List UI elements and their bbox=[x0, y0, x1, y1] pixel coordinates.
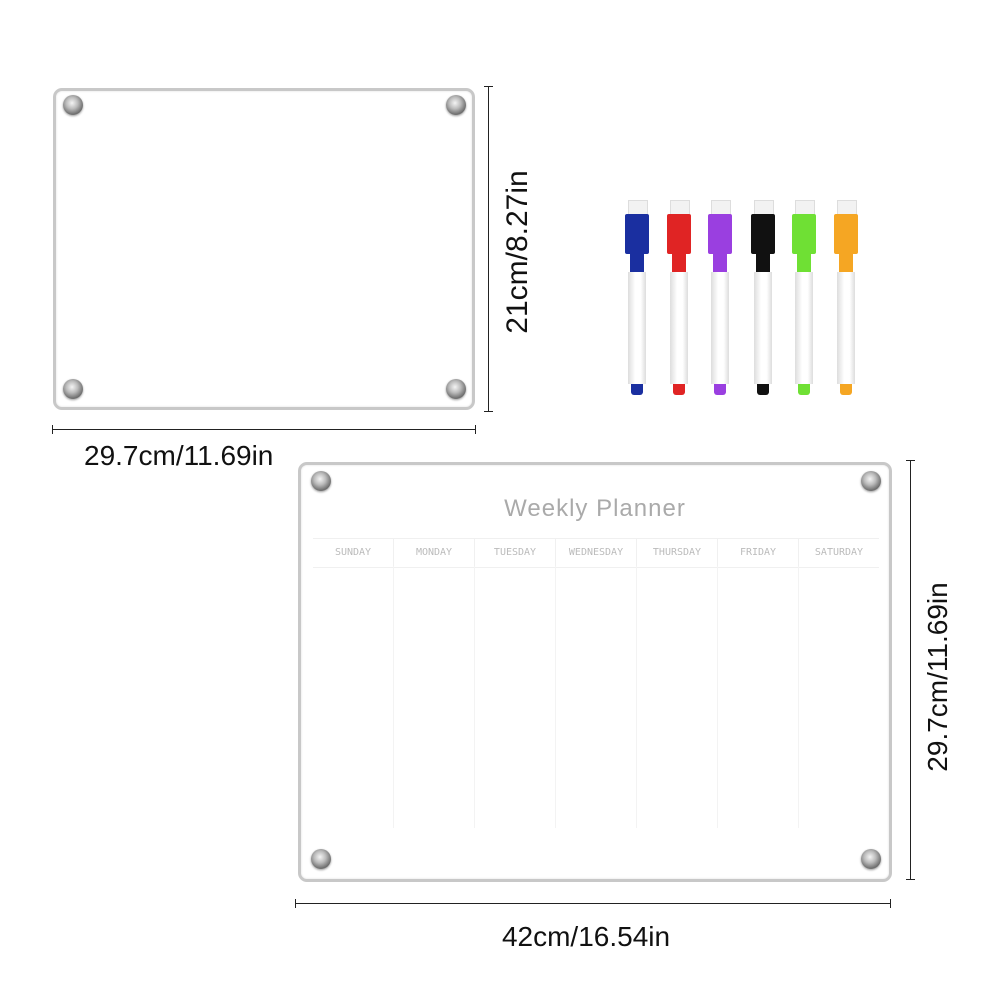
screw-icon bbox=[446, 95, 466, 115]
day-header: TUESDAY bbox=[474, 539, 555, 567]
dimension-tick bbox=[484, 411, 493, 412]
marker-cap bbox=[625, 214, 649, 254]
marker-tip bbox=[757, 384, 769, 395]
screw-icon bbox=[63, 95, 83, 115]
marker-cap bbox=[792, 214, 816, 254]
dimension-tick bbox=[906, 879, 915, 880]
marker-neck bbox=[756, 254, 770, 272]
day-header-row: SUNDAY MONDAY TUESDAY WEDNESDAY THURSDAY… bbox=[313, 538, 879, 568]
small-board-height-label: 21cm/8.27in bbox=[501, 170, 534, 334]
planner-height-label: 29.7cm/11.69in bbox=[922, 582, 953, 772]
marker-purple bbox=[708, 200, 732, 396]
height-dimension-line bbox=[910, 460, 911, 880]
screw-icon bbox=[63, 379, 83, 399]
dimension-tick bbox=[295, 899, 296, 908]
marker-tip bbox=[798, 384, 810, 395]
marker-cap bbox=[667, 214, 691, 254]
day-column bbox=[313, 566, 393, 828]
marker-body bbox=[670, 272, 688, 384]
marker-neck bbox=[630, 254, 644, 272]
screw-icon bbox=[861, 849, 881, 869]
screw-icon bbox=[311, 849, 331, 869]
day-column bbox=[555, 566, 636, 828]
day-header: SUNDAY bbox=[334, 547, 372, 558]
marker-red bbox=[667, 200, 691, 396]
day-header: THURSDAY bbox=[636, 539, 717, 567]
dimension-tick bbox=[906, 460, 915, 461]
small-whiteboard bbox=[53, 88, 475, 410]
marker-neck bbox=[713, 254, 727, 272]
day-header: FRIDAY bbox=[717, 539, 798, 567]
marker-body bbox=[837, 272, 855, 384]
width-dimension-line bbox=[52, 429, 476, 430]
dimension-tick bbox=[890, 899, 891, 908]
width-dimension-line bbox=[295, 903, 891, 904]
marker-body bbox=[628, 272, 646, 384]
marker-tip bbox=[714, 384, 726, 395]
marker-neck bbox=[672, 254, 686, 272]
day-column bbox=[798, 566, 879, 828]
day-header: MONDAY bbox=[393, 539, 474, 567]
marker-neck bbox=[797, 254, 811, 272]
height-dimension-line bbox=[488, 86, 489, 412]
day-column bbox=[717, 566, 798, 828]
marker-tip bbox=[673, 384, 685, 395]
marker-body bbox=[711, 272, 729, 384]
day-column bbox=[393, 566, 474, 828]
planner-title: Weekly Planner bbox=[504, 495, 686, 522]
marker-blue bbox=[625, 200, 649, 396]
day-header: SATURDAY bbox=[798, 539, 879, 567]
marker-tip bbox=[631, 384, 643, 395]
day-column bbox=[474, 566, 555, 828]
screw-icon bbox=[446, 379, 466, 399]
dimension-tick bbox=[52, 425, 53, 434]
screw-icon bbox=[311, 471, 331, 491]
marker-green bbox=[792, 200, 816, 396]
dimension-tick bbox=[484, 86, 493, 87]
dimension-tick bbox=[475, 425, 476, 434]
day-columns bbox=[313, 566, 879, 828]
marker-cap bbox=[708, 214, 732, 254]
weekly-planner-board: Weekly Planner SUNDAY MONDAY TUESDAY WED… bbox=[298, 462, 892, 882]
marker-body bbox=[795, 272, 813, 384]
marker-cap bbox=[834, 214, 858, 254]
screw-icon bbox=[861, 471, 881, 491]
day-column bbox=[636, 566, 717, 828]
marker-orange bbox=[834, 200, 858, 396]
marker-tip bbox=[840, 384, 852, 395]
marker-body bbox=[754, 272, 772, 384]
marker-cap bbox=[751, 214, 775, 254]
marker-black bbox=[751, 200, 775, 396]
small-board-width-label: 29.7cm/11.69in bbox=[84, 440, 274, 471]
marker-neck bbox=[839, 254, 853, 272]
day-header: WEDNESDAY bbox=[555, 539, 636, 567]
planner-width-label: 42cm/16.54in bbox=[501, 921, 671, 952]
